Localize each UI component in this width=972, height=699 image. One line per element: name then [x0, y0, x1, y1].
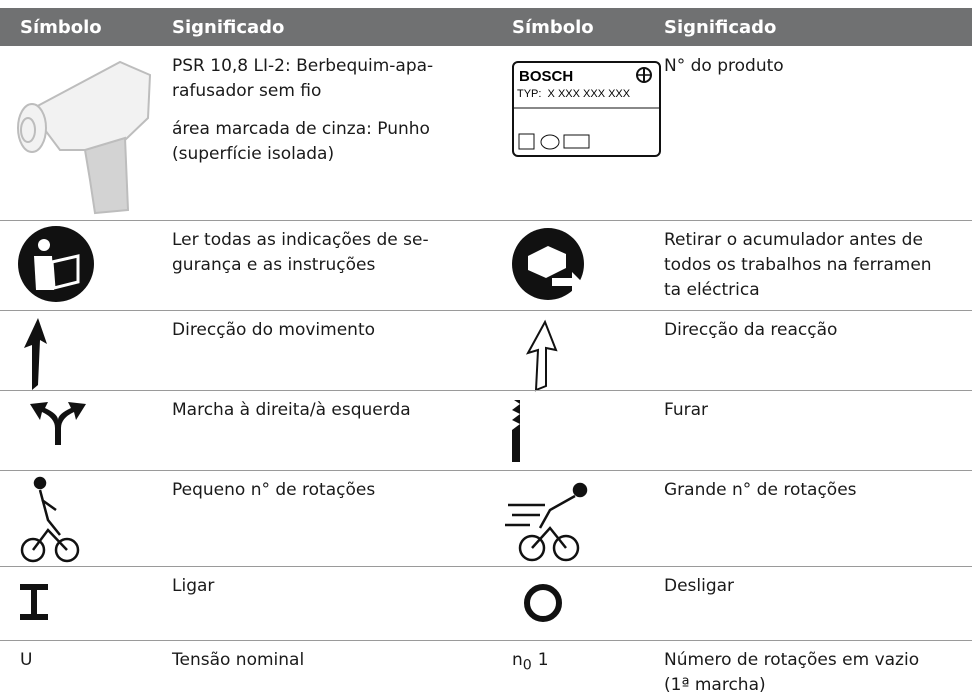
column-header: Significado [664, 17, 777, 38]
meaning-text: Grande n° de rotações [664, 480, 857, 500]
symbol-part: 0 [522, 657, 532, 674]
fast-bike-icon [505, 482, 588, 562]
plate-brand: BOSCH [519, 68, 573, 85]
direction-icon [30, 402, 86, 445]
drill-icon [17, 60, 152, 215]
meaning-text: Furar [664, 400, 709, 420]
meaning-text: N° do produto [664, 56, 784, 76]
header-bar [0, 8, 972, 46]
type-plate: BOSCH TYP: X XXX XXX XXX [512, 61, 661, 157]
plate-type: TYP: X XXX XXX XXX [517, 88, 631, 100]
symbol-text: U [20, 650, 33, 670]
meaning-text: Marcha à direita/à esquerda [172, 400, 411, 420]
meaning-text: gurança e as instruções [172, 255, 376, 275]
row-separator [0, 640, 972, 641]
battery-icon [512, 228, 584, 300]
column-header: Símbolo [512, 17, 594, 38]
symbol-text: n0 1 [512, 650, 549, 673]
meaning-text: todos os trabalhos na ferramen [664, 255, 932, 275]
meaning-text: rafusador sem fio [172, 81, 322, 101]
meaning-text: Direcção da reacção [664, 320, 838, 340]
reaction-arrow [525, 319, 558, 392]
off-icon [524, 584, 562, 622]
on-icon [20, 584, 48, 620]
drill-bit-icon [512, 400, 520, 462]
meaning-text: Pequeno n° de rotações [172, 480, 376, 500]
slow-bike-icon [20, 476, 80, 563]
meaning-text: Desligar [664, 576, 735, 596]
meaning-text: Número de rotações em vazio [664, 650, 920, 670]
row-separator [0, 220, 972, 221]
row-separator [0, 470, 972, 471]
row-separator [0, 390, 972, 391]
symbol-part: 1 [537, 650, 549, 670]
meaning-text: ta eléctrica [664, 280, 760, 300]
meaning-text: (1ª marcha) [664, 675, 766, 695]
meaning-text: Retirar o acumulador antes de [664, 230, 923, 250]
meaning-text: (superfície isolada) [172, 144, 335, 164]
meaning-text: Tensão nominal [172, 650, 305, 670]
row-separator [0, 566, 972, 567]
meaning-text: área marcada de cinza: Punho [172, 119, 430, 139]
move-arrow [24, 318, 47, 390]
row-separator [0, 310, 972, 311]
meaning-text: Direcção do movimento [172, 320, 376, 340]
meaning-text: Ligar [172, 576, 215, 596]
column-header: Significado [172, 17, 285, 38]
manual-icon [18, 226, 94, 302]
symbol-part: n [512, 650, 523, 670]
meaning-text: PSR 10,8 LI-2: Berbequim-apa- [172, 56, 434, 76]
meaning-text: Ler todas as indicações de se- [172, 230, 429, 250]
column-header: Símbolo [20, 17, 102, 38]
